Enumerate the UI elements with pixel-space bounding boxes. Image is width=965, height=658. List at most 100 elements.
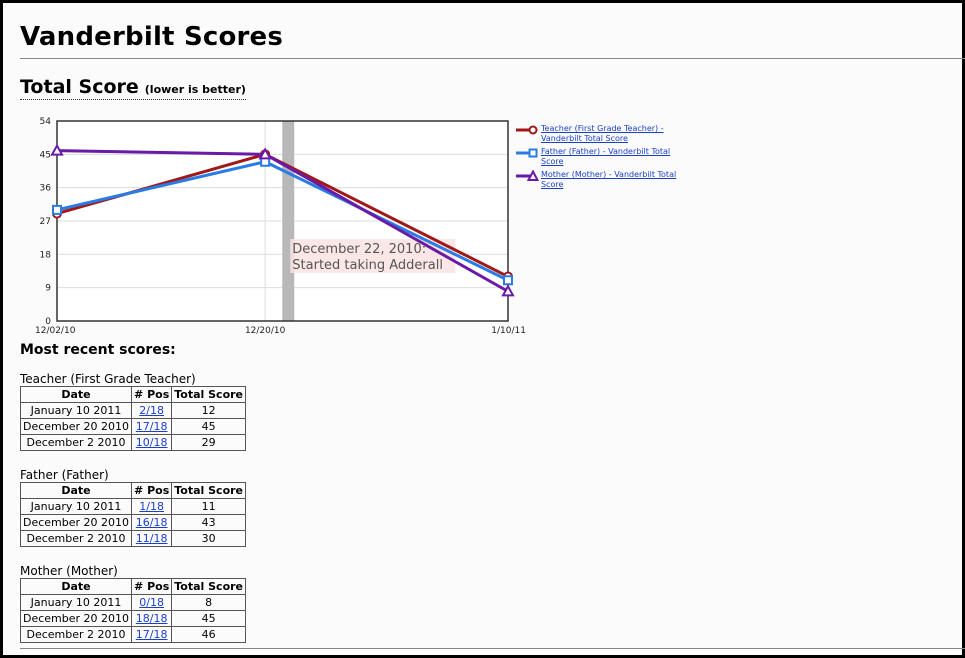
cell-pos: 16/18 [131,514,173,531]
cell-pos: 17/18 [131,418,173,435]
pos-link[interactable]: 17/18 [135,627,168,641]
column-header-pos: # Pos [131,482,173,499]
event-band [282,121,295,321]
group-title-father: Father (Father) [20,468,109,482]
total-score-chart: 0 9 18 27 36 45 54 12/02/10 12/20/10 1/10/11 Decem… [35,117,526,336]
table-row: December 20 2010 17/18 45 [19,418,247,435]
y-tick-label: 45 [40,150,51,160]
legend-link-teacher[interactable]: Teacher (First Grade Teacher) - Vanderbil… [541,124,664,144]
legend-teacher-line1: Teacher (First Grade Teacher) - [541,124,664,133]
column-header-pos: # Pos [131,386,173,403]
y-tick-label: 9 [45,284,51,294]
legend-swatch-mother [516,170,539,181]
cell-date: January 10 2011 [19,402,133,419]
cell-total: 45 [171,610,247,627]
y-tick-label: 27 [40,217,51,227]
cell-date: January 10 2011 [19,594,133,611]
x-tick-label: 1/10/11 [491,326,526,336]
cell-date: December 20 2010 [19,514,133,531]
section-title-text: Total Score [20,76,139,98]
cell-total: 12 [171,402,247,419]
page-title: Vanderbilt Scores [20,22,284,52]
table-row: December 20 2010 18/18 45 [19,610,247,627]
group-title-mother: Mother (Mother) [20,564,118,578]
table-header-row: Date # Pos Total Score [19,386,247,403]
table-row: January 10 2011 2/18 12 [19,402,247,419]
cell-date: December 2 2010 [19,626,133,643]
legend-mother-line2: Score [541,180,564,189]
column-header-pos: # Pos [131,578,173,595]
section-subtitle: (lower is better) [144,83,246,96]
table-row: January 10 2011 0/18 8 [19,594,247,611]
cell-date: December 2 2010 [19,530,133,547]
scores-group-father: Father (Father) Date # Pos Total Score J… [19,468,247,547]
column-header-total: Total Score [171,386,247,403]
cell-pos: 2/18 [131,402,173,419]
cell-total: 11 [171,498,247,515]
legend-teacher-line2: Vanderbilt Total Score [541,134,628,143]
group-title-teacher: Teacher (First Grade Teacher) [20,372,196,386]
legend-father-line1: Father (Father) - Vanderbilt Total [541,147,671,156]
y-tick-label: 36 [40,184,52,194]
data-point-father [52,204,62,215]
legend-link-mother[interactable]: Mother (Mother) - Vanderbilt Total Score [541,170,676,190]
scores-table-mother: Date # Pos Total Score January 10 2011 0… [19,578,247,643]
legend-father-line2: Score [541,157,564,166]
y-tick-label: 54 [40,117,52,127]
cell-pos: 0/18 [131,594,173,611]
legend-item-teacher[interactable]: Teacher (First Grade Teacher) - Vanderbil… [515,124,715,144]
cell-pos: 17/18 [131,626,173,643]
pos-link[interactable]: 16/18 [135,515,168,529]
legend-item-mother[interactable]: Mother (Mother) - Vanderbilt Total Score [515,170,715,190]
legend-swatch-teacher [516,125,538,135]
pos-link[interactable]: 2/18 [139,403,164,417]
legend-swatch-father [516,148,538,158]
cell-total: 45 [171,418,247,435]
pos-link[interactable]: 1/18 [139,499,164,513]
title-divider [20,58,965,59]
data-point-father [503,275,513,286]
x-tick-label: 12/20/10 [245,326,286,336]
legend-link-father[interactable]: Father (Father) - Vanderbilt Total Score [541,147,670,167]
pos-link[interactable]: 18/18 [135,611,168,625]
column-header-total: Total Score [171,578,247,595]
legend-mother-line1: Mother (Mother) - Vanderbilt Total [541,170,677,179]
bottom-divider [20,648,965,649]
x-tick-label: 12/02/10 [35,326,76,336]
table-row: December 2 2010 17/18 46 [19,626,247,643]
y-tick-label: 18 [40,250,52,260]
data-point-mother [501,284,515,297]
cell-total: 46 [171,626,247,643]
scores-group-mother: Mother (Mother) Date # Pos Total Score J… [19,564,247,643]
column-header-total: Total Score [171,482,247,499]
column-header-date: Date [19,482,133,499]
cell-pos: 18/18 [131,610,173,627]
table-row: December 2 2010 11/18 30 [19,530,247,547]
pos-link[interactable]: 0/18 [139,595,164,609]
scores-group-teacher: Teacher (First Grade Teacher) Date # Pos… [19,372,247,451]
cell-date: January 10 2011 [19,498,133,515]
section-title: Total Score (lower is better) [20,76,246,100]
column-header-date: Date [19,386,133,403]
pos-link[interactable]: 17/18 [135,419,168,433]
table-row: December 20 2010 16/18 43 [19,514,247,531]
cell-pos: 11/18 [131,530,173,547]
cell-total: 30 [171,530,247,547]
column-header-date: Date [19,578,133,595]
legend-item-father[interactable]: Father (Father) - Vanderbilt Total Score [515,147,715,167]
data-point-mother [258,147,272,160]
cell-date: December 2 2010 [19,434,133,451]
data-point-mother [50,143,64,156]
plot-border [56,120,509,322]
cell-total: 29 [171,434,247,451]
table-row: January 10 2011 1/18 11 [19,498,247,515]
pos-link[interactable]: 11/18 [135,531,168,545]
cell-total: 43 [171,514,247,531]
y-tick-label: 0 [45,317,51,327]
cell-date: December 20 2010 [19,610,133,627]
cell-pos: 10/18 [131,434,173,451]
pos-link[interactable]: 10/18 [135,435,168,449]
recent-scores-title: Most recent scores: [20,342,176,358]
cell-total: 8 [171,594,247,611]
cell-pos: 1/18 [131,498,173,515]
